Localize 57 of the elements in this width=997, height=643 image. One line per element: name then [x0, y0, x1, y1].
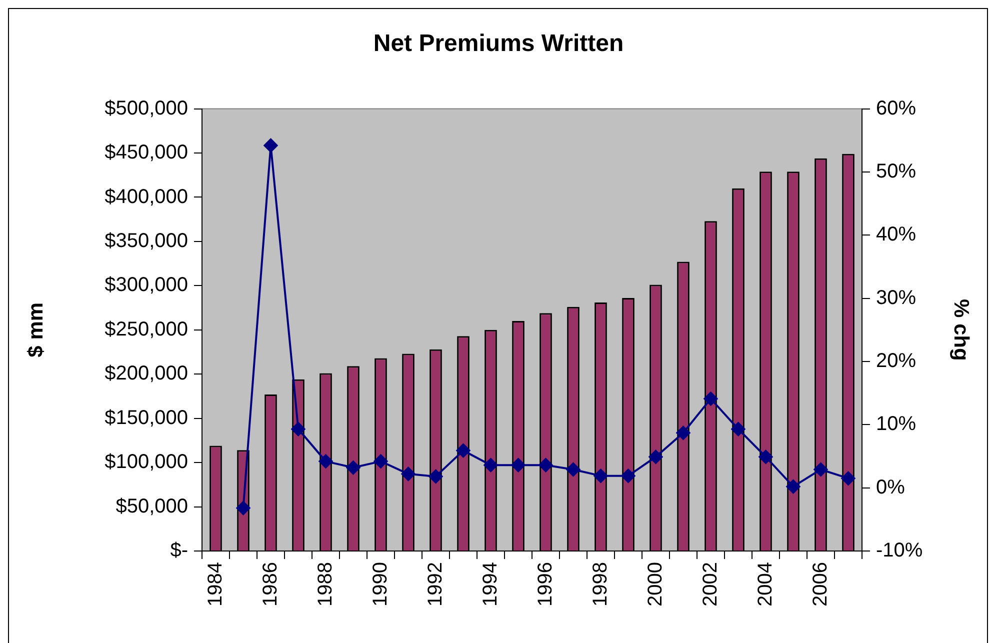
x-tick-label: 1992 [424, 562, 446, 606]
point [676, 426, 690, 440]
x-tick-label: 1998 [589, 562, 612, 606]
y2-tick-label: 20% [876, 350, 916, 372]
y-tick-label: $150,000 [104, 406, 188, 429]
y-tick-label: $100,000 [104, 451, 188, 474]
y-tick-label: $200,000 [104, 362, 188, 385]
y2-tick-label: 10% [876, 413, 916, 436]
x-tick-label: 1994 [479, 562, 502, 606]
y2-tick-label: 40% [876, 224, 916, 246]
y2-tick-label: -10% [876, 540, 923, 562]
y2-axis-title: % chg [950, 298, 973, 361]
point [346, 460, 360, 475]
x-tick-label: 2004 [754, 562, 776, 606]
point [704, 392, 718, 406]
point [264, 138, 278, 152]
y-tick-label: $- [170, 540, 188, 562]
y2-tick-label: 30% [876, 286, 916, 309]
point [841, 471, 856, 486]
y-tick-label: $300,000 [104, 274, 188, 296]
point [786, 480, 800, 494]
x-tick-label: 2002 [699, 562, 722, 606]
point [648, 450, 663, 464]
point [594, 468, 608, 483]
point [318, 454, 333, 468]
x-tick-label: 1996 [534, 562, 556, 606]
y2-tick-label: 60% [876, 97, 916, 120]
point [484, 458, 498, 472]
point [401, 466, 416, 481]
point [236, 501, 250, 516]
y-tick-label: $500,000 [104, 97, 188, 120]
chart-title: Net Premiums Written [373, 30, 624, 58]
point [538, 458, 553, 472]
y-tick-label: $250,000 [104, 318, 188, 340]
point [566, 462, 580, 477]
point [291, 422, 306, 436]
point [731, 422, 746, 436]
point [511, 458, 526, 472]
x-tick-label: 1986 [259, 562, 282, 606]
y-tick-label: $450,000 [104, 142, 188, 164]
y-tick-label: $400,000 [104, 186, 188, 208]
y-tick-label: $50,000 [116, 495, 188, 518]
point [621, 468, 636, 483]
x-tick-label: 2006 [809, 562, 832, 606]
point [374, 454, 388, 468]
point [814, 462, 828, 477]
x-tick-label: 2000 [644, 562, 666, 606]
y2-tick-label: 50% [876, 160, 916, 182]
x-tick-label: 1988 [314, 562, 336, 606]
y-axis-title: $ mm [24, 302, 48, 358]
x-tick-label: 1984 [204, 562, 226, 606]
point [758, 450, 773, 464]
x-tick-label: 1990 [369, 562, 392, 606]
point [428, 469, 443, 484]
y2-tick-label: 0% [876, 476, 906, 498]
point [456, 444, 470, 458]
y-tick-label: $350,000 [104, 230, 188, 252]
